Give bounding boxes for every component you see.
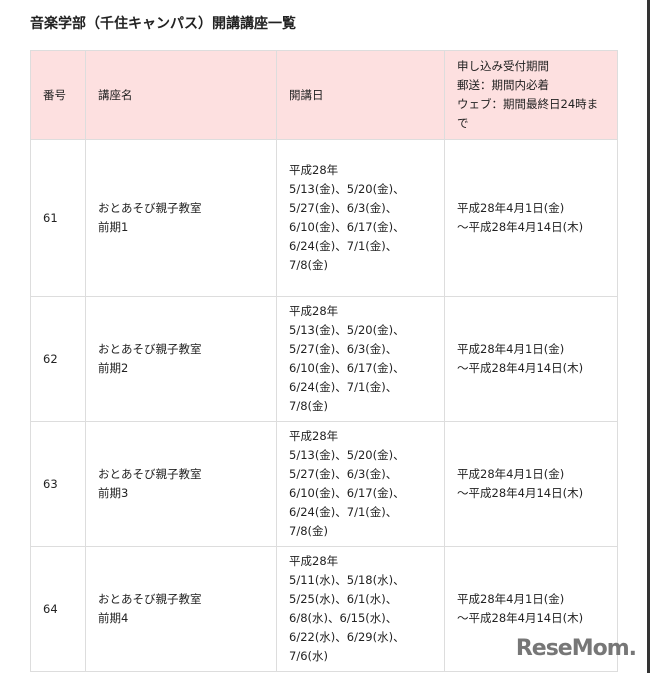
cell-dates-line: 6/24(金)、7/1(金)、 [289,505,398,519]
cell-dates-line: 7/8(金) [289,258,328,272]
cell-dates-line: 平成28年 [289,304,339,318]
cell-dates-line: 5/13(金)、5/20(金)、 [289,182,405,196]
cell-dates: 平成28年 5/13(金)、5/20(金)、 5/27(金)、6/3(金)、 6/10… [276,139,445,297]
cell-period-line: 平成28年4月1日(金) [457,592,565,606]
page-title: 音楽学部（千住キャンパス）開講講座一覧 [30,16,296,32]
cell-dates-line: 6/10(金)、6/17(金)、 [289,361,405,375]
cell-name-line: おとあそび親子教室 [98,467,202,481]
cell-dates-line: 7/8(金) [289,399,328,413]
cell-dates: 平成28年 5/13(金)、5/20(金)、 5/27(金)、6/3(金)、 6/10… [276,421,445,547]
cell-period-line: ～平成28年4月14日(木) [457,361,584,375]
cell-name-line: おとあそび親子教室 [98,592,202,606]
cell-dates-line: 6/24(金)、7/1(金)、 [289,380,398,394]
cell-name: おとあそび親子教室 前期4 [85,546,277,672]
table-header: 番号 講座名 開講日 申し込み受付期間 郵送：期間内必着 ウェブ：期間最終日24… [30,50,618,140]
table-row: 62 おとあそび親子教室 前期2 平成28年 5/13(金)、5/20(金)、 5/27(… [30,296,618,422]
cell-name-line: 前期1 [98,220,129,234]
cell-period: 平成28年4月1日(金) ～平成28年4月14日(木) [444,546,618,672]
cell-period-line: 平成28年4月1日(金) [457,467,565,481]
window-edge [647,0,650,673]
cell-dates-line: 平成28年 [289,163,339,177]
table-row: 61 おとあそび親子教室 前期1 平成28年 5/13(金)、5/20(金)、 5/27(… [30,139,618,297]
cell-dates-line: 6/8(水)、6/15(水)、 [289,611,398,625]
cell-dates-line: 5/13(金)、5/20(金)、 [289,448,405,462]
cell-period-line: ～平成28年4月14日(木) [457,486,584,500]
cell-period-line: ～平成28年4月14日(木) [457,220,584,234]
cell-dates-line: 6/22(水)、6/29(水)、 [289,630,405,644]
cell-name-line: 前期4 [98,611,129,625]
cell-name-line: おとあそび親子教室 [98,201,202,215]
cell-dates-line: 5/27(金)、6/3(金)、 [289,467,398,481]
cell-period: 平成28年4月1日(金) ～平成28年4月14日(木) [444,421,618,547]
cell-dates: 平成28年 5/13(金)、5/20(金)、 5/27(金)、6/3(金)、 6/10… [276,296,445,422]
resemom-logo: ReseMom. [515,636,637,661]
cell-dates-line: 7/8(金) [289,524,328,538]
cell-name: おとあそび親子教室 前期2 [85,296,277,422]
cell-number: 62 [30,296,86,422]
header-period-line: で [457,116,469,130]
cell-name: おとあそび親子教室 前期1 [85,139,277,297]
cell-number: 64 [30,546,86,672]
cell-dates-line: 5/13(金)、5/20(金)、 [289,323,405,337]
cell-dates-line: 5/27(金)、6/3(金)、 [289,342,398,356]
cell-dates: 平成28年 5/11(水)、5/18(水)、 5/25(水)、6/1(水)、 6/8(… [276,546,445,672]
header-number: 番号 [30,50,86,140]
cell-period-line: 平成28年4月1日(金) [457,342,565,356]
course-table: 番号 講座名 開講日 申し込み受付期間 郵送：期間内必着 ウェブ：期間最終日24… [30,50,618,672]
cell-period-line: 平成28年4月1日(金) [457,201,565,215]
cell-dates-line: 7/6(水) [289,649,328,663]
cell-period-line: ～平成28年4月14日(木) [457,611,584,625]
cell-dates-line: 平成28年 [289,554,339,568]
header-period: 申し込み受付期間 郵送：期間内必着 ウェブ：期間最終日24時ま で [444,50,618,140]
cell-name: おとあそび親子教室 前期3 [85,421,277,547]
table-row: 64 おとあそび親子教室 前期4 平成28年 5/11(水)、5/18(水)、 5/25(… [30,546,618,672]
cell-dates-line: 6/24(金)、7/1(金)、 [289,239,398,253]
cell-dates-line: 5/25(水)、6/1(水)、 [289,592,398,606]
header-period-line: ウェブ：期間最終日24時ま [457,97,599,111]
header-period-line: 郵送：期間内必着 [457,78,549,92]
table-row: 63 おとあそび親子教室 前期3 平成28年 5/13(金)、5/20(金)、 5/27(… [30,421,618,547]
cell-name-line: 前期3 [98,486,129,500]
cell-dates-line: 5/27(金)、6/3(金)、 [289,201,398,215]
cell-dates-line: 平成28年 [289,429,339,443]
cell-period: 平成28年4月1日(金) ～平成28年4月14日(木) [444,139,618,297]
cell-number: 61 [30,139,86,297]
cell-dates-line: 6/10(金)、6/17(金)、 [289,220,405,234]
header-name: 講座名 [85,50,277,140]
cell-dates-line: 5/11(水)、5/18(水)、 [289,573,405,587]
header-dates: 開講日 [276,50,445,140]
cell-name-line: おとあそび親子教室 [98,342,202,356]
cell-name-line: 前期2 [98,361,129,375]
cell-dates-line: 6/10(金)、6/17(金)、 [289,486,405,500]
cell-number: 63 [30,421,86,547]
cell-period: 平成28年4月1日(金) ～平成28年4月14日(木) [444,296,618,422]
header-period-line: 申し込み受付期間 [457,59,549,73]
